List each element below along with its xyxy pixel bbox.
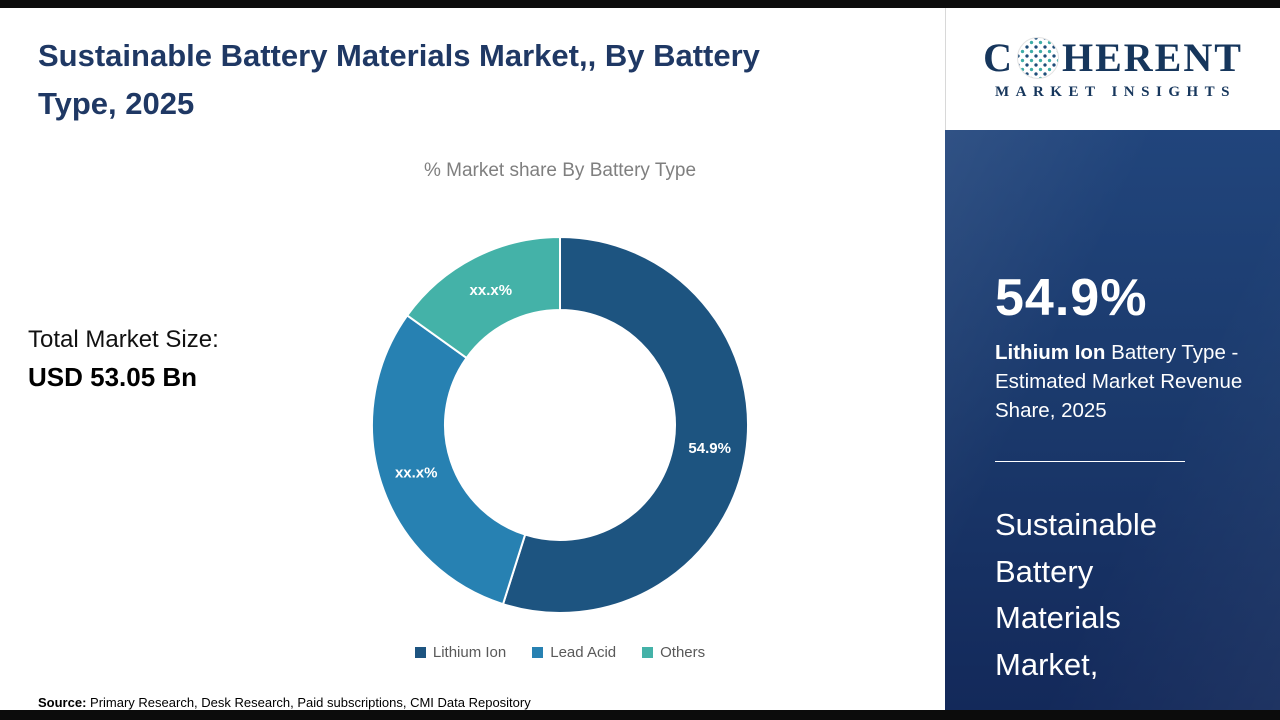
source-label: Source: [38,695,87,710]
source-line: Source: Primary Research, Desk Research,… [38,695,531,710]
market-size-label: Total Market Size: [28,326,219,353]
chart-subtitle: % Market share By Battery Type [423,160,697,181]
segment-label-others: xx.x% [470,282,513,299]
donut-segment-lithium-ion [501,235,749,614]
logo-letter-c: C [983,35,1014,80]
legend-item-lithium-ion: Lithium Ion [414,644,507,661]
globe-dots-icon [1016,37,1059,79]
brand-logo: C HERENT MARKET INSIGHTS [945,8,1280,130]
legend-swatch-lithium-ion [414,647,426,658]
stat-description-rest: Battery Type - Estimated Market Revenue … [995,341,1243,423]
logo-wordmark: C HERENT [983,37,1243,79]
highlight-panel: 54.9% Lithium Ion Battery Type - Estimat… [945,130,1280,710]
donut-chart: 54.9% xx.x% xx.x% [371,235,749,614]
chart-legend: Lithium Ion Lead Acid Others [310,644,810,661]
stat-description-bold: Lithium Ion [995,341,1106,364]
legend-label-lead-acid: Lead Acid [550,644,617,661]
segment-label-lead-acid: xx.x% [395,465,438,482]
stat-description: Lithium Ion Battery Type - Estimated Mar… [995,338,1243,425]
bottom-border-bar [0,710,1280,720]
legend-swatch-lead-acid [532,647,544,658]
legend-swatch-others [642,647,654,658]
legend-item-others: Others [642,644,705,661]
divider-line [995,461,1185,463]
top-border-bar [0,0,1280,8]
logo-letters-herent: HERENT [1061,35,1243,80]
donut-segment-lead-acid [371,314,527,606]
segment-label-lithium-ion: 54.9% [688,440,731,457]
market-size-value: USD 53.05 Bn [28,362,198,392]
source-text: Primary Research, Desk Research, Paid su… [86,695,531,710]
donut-segment-others [405,235,561,360]
total-market-size: Total Market Size: USD 53.05 Bn [28,326,219,393]
sidebar: C HERENT MARKET INSIGHTS 54.9% Lithium I… [945,8,1280,710]
legend-label-others: Others [660,644,706,661]
stat-value: 54.9% [995,269,1148,327]
logo-tagline: MARKET INSIGHTS [994,84,1236,100]
page-title: Sustainable Battery Materials Market,, B… [38,38,760,122]
panel-title: Sustainable Battery Materials Market, [995,507,1158,682]
legend-label-lithium-ion: Lithium Ion [432,644,507,661]
legend-item-lead-acid: Lead Acid [532,644,616,661]
